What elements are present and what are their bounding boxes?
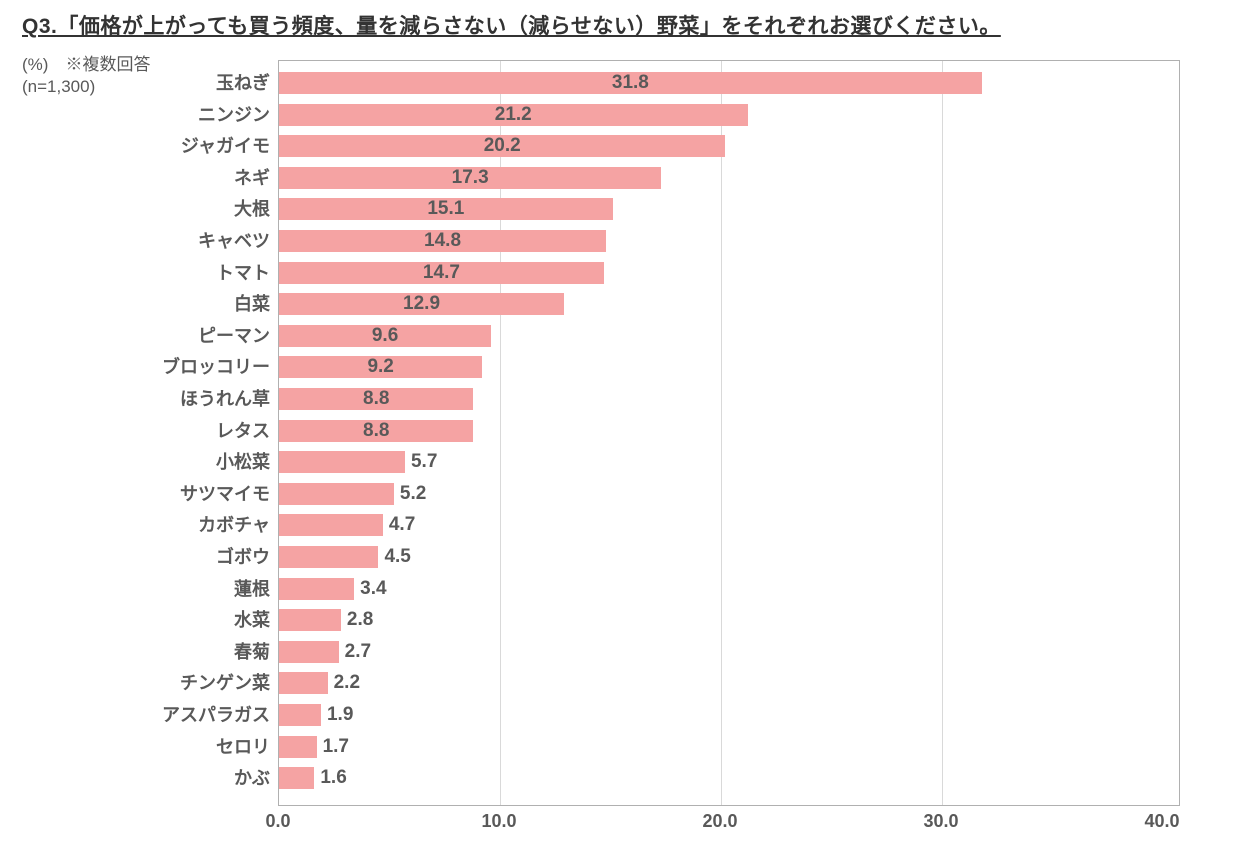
category-label: トマト: [216, 259, 270, 285]
bar: [279, 483, 394, 505]
category-label: ゴボウ: [216, 543, 270, 569]
gridline: [721, 61, 722, 805]
value-label: 8.8: [363, 420, 389, 442]
x-tick-label: 30.0: [923, 811, 958, 832]
x-tick-label: 20.0: [702, 811, 737, 832]
value-label: 2.2: [334, 672, 360, 694]
value-label: 9.6: [372, 325, 398, 347]
value-label: 17.3: [452, 167, 489, 189]
category-label: 蓮根: [234, 575, 270, 601]
value-label: 12.9: [403, 293, 440, 315]
category-label: 小松菜: [216, 448, 270, 474]
category-label: 大根: [234, 195, 270, 221]
bar: [279, 672, 328, 694]
category-label: ほうれん草: [180, 385, 270, 411]
category-label: 水菜: [234, 606, 270, 632]
chart-title: Q3.「価格が上がっても買う頻度、量を減らさない（減らせない）野菜」をそれぞれお…: [22, 10, 1001, 40]
value-label: 21.2: [495, 104, 532, 126]
category-label: ジャガイモ: [181, 132, 270, 158]
value-label: 1.6: [320, 767, 346, 789]
category-label: 玉ねぎ: [216, 69, 270, 95]
category-label: ブロッコリー: [162, 353, 270, 379]
category-label: キャベツ: [198, 227, 270, 253]
category-label: ピーマン: [198, 322, 270, 348]
bar: [279, 546, 378, 568]
value-label: 1.9: [327, 704, 353, 726]
page-root: Q3.「価格が上がっても買う頻度、量を減らさない（減らせない）野菜」をそれぞれお…: [0, 0, 1236, 846]
value-label: 1.7: [323, 736, 349, 758]
value-label: 20.2: [484, 135, 521, 157]
gridline: [942, 61, 943, 805]
bar: [279, 704, 321, 726]
value-label: 14.7: [423, 262, 460, 284]
category-label: サツマイモ: [180, 480, 270, 506]
x-tick-label: 10.0: [481, 811, 516, 832]
chart-sample-size: (n=1,300): [22, 77, 95, 97]
value-label: 3.4: [360, 578, 386, 600]
value-label: 2.8: [347, 609, 373, 631]
bar: [279, 641, 339, 663]
category-label: かぶ: [234, 764, 270, 790]
value-label: 4.5: [384, 546, 410, 568]
category-label: ニンジン: [198, 101, 270, 127]
category-label: セロリ: [216, 733, 270, 759]
value-label: 9.2: [367, 356, 393, 378]
category-label: 春菊: [234, 638, 270, 664]
value-label: 14.8: [424, 230, 461, 252]
value-label: 4.7: [389, 514, 415, 536]
bar: [279, 767, 314, 789]
chart-area: 31.8 21.2 20.2 17.3 15.1 14.8 14.7 12.99.6 9.2 8.…: [120, 60, 1200, 830]
value-label: 15.1: [427, 198, 464, 220]
bar: [279, 578, 354, 600]
value-label: 31.8: [612, 72, 649, 94]
bar: [279, 451, 405, 473]
x-tick-label: 0.0: [265, 811, 290, 832]
category-label: チンゲン菜: [180, 669, 270, 695]
category-label: 白菜: [234, 290, 270, 316]
category-label: アスパラガス: [162, 701, 270, 727]
x-tick-label: 40.0: [1144, 811, 1179, 832]
category-label: カボチャ: [198, 511, 270, 537]
value-label: 5.2: [400, 483, 426, 505]
bar: [279, 736, 317, 758]
category-label: ネギ: [234, 164, 270, 190]
bar: [279, 609, 341, 631]
value-label: 8.8: [363, 388, 389, 410]
bar: [279, 514, 383, 536]
category-label: レタス: [216, 417, 270, 443]
value-label: 5.7: [411, 451, 437, 473]
value-label: 2.7: [345, 641, 371, 663]
plot-area: 31.8 21.2 20.2 17.3 15.1 14.8 14.7 12.99.6 9.2 8.…: [278, 60, 1180, 806]
